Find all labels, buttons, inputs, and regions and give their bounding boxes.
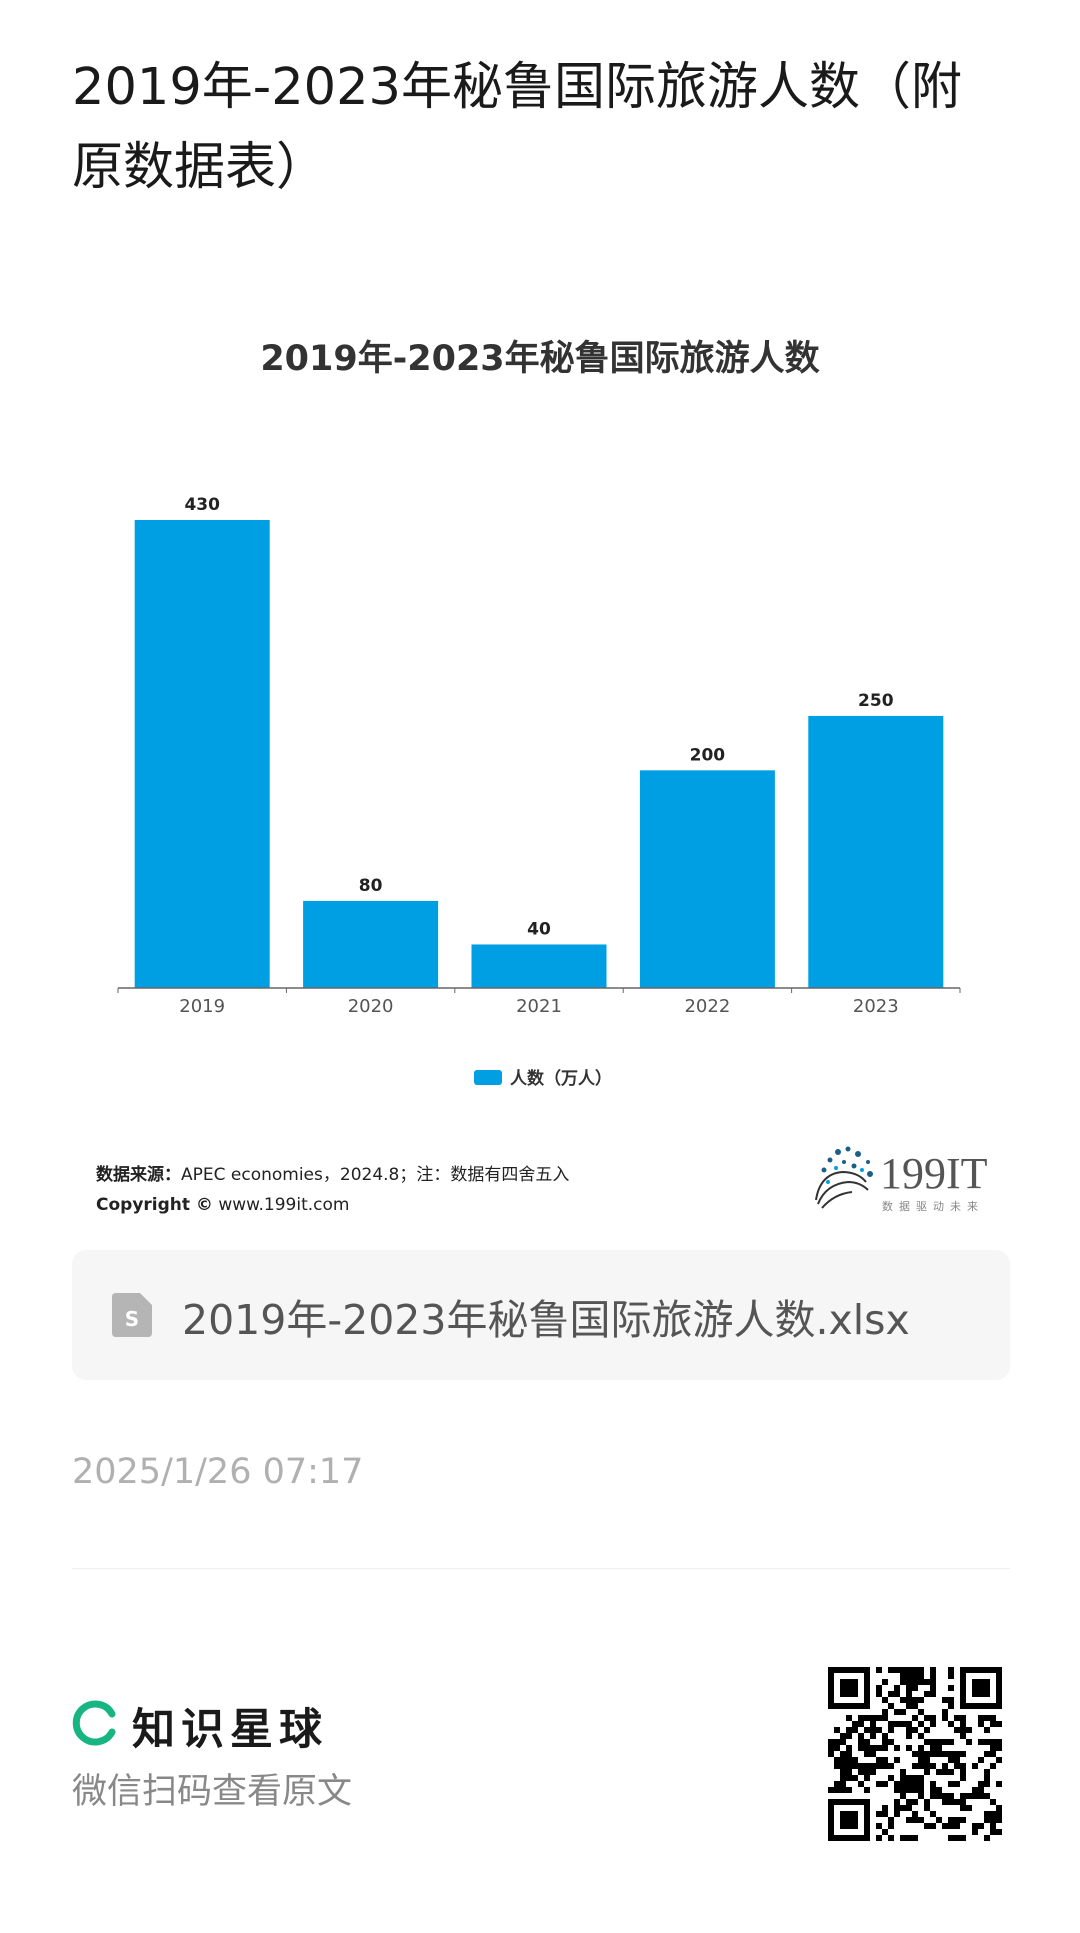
- chart-title: 2019年-2023年秘鲁国际旅游人数: [260, 339, 820, 379]
- x-tick-label-2020: 2020: [348, 996, 394, 1017]
- source-label: 数据来源：: [96, 1165, 181, 1185]
- chart-image: 430 2019 80 2020 40 2021 200 2022 250 2023 人数（万人） …: [72, 300, 1008, 1230]
- copyright-label: Copyright ©: [96, 1195, 213, 1215]
- scan-hint: 微信扫码查看原文: [72, 1772, 353, 1812]
- x-tick-label-2021: 2021: [516, 996, 562, 1017]
- bar-chart: 430 2019 80 2020 40 2021 200 2022 250 2023 人数（万人）: [117, 495, 961, 1089]
- copyright-text: www.199it.com: [212, 1195, 350, 1215]
- data-label-2021: 40: [527, 919, 551, 939]
- qr-code[interactable]: [828, 1667, 1002, 1841]
- bar-2021: [471, 944, 607, 988]
- zhishi-xingqiu-logo-icon: [72, 1700, 116, 1746]
- bar-2019: [134, 520, 270, 988]
- bar-2022: [639, 770, 775, 988]
- data-label-2020: 80: [359, 876, 383, 896]
- svg-text:S: S: [125, 1307, 139, 1331]
- source-text: APEC economies，2024.8；注：数据有四舍五入: [181, 1165, 570, 1185]
- bar-2023: [808, 715, 944, 988]
- post-timestamp: 2025/1/26 07:17: [72, 1452, 364, 1492]
- brand-199it-logo: 199IT 数据驱动未来: [815, 1146, 988, 1213]
- divider: [72, 1568, 1010, 1569]
- x-tick-label-2019: 2019: [179, 996, 225, 1017]
- page-title: 2019年-2023年秘鲁国际旅游人数（附原数据表）: [72, 58, 962, 197]
- bar-2020: [303, 900, 439, 988]
- spreadsheet-file-icon: S: [112, 1293, 152, 1337]
- data-label-2022: 200: [690, 745, 726, 765]
- attachment-card[interactable]: S 2019年-2023年秘鲁国际旅游人数.xlsx: [72, 1250, 1010, 1380]
- footer-brand-name: 知识星球: [132, 1705, 328, 1755]
- data-label-2023: 250: [858, 691, 894, 711]
- legend-label: 人数（万人）: [510, 1068, 612, 1089]
- x-tick-label-2023: 2023: [853, 996, 899, 1017]
- legend-swatch: [474, 1070, 502, 1085]
- brand-name: 199IT: [880, 1149, 988, 1198]
- data-label-2019: 430: [184, 495, 220, 515]
- attachment-file-name[interactable]: 2019年-2023年秘鲁国际旅游人数.xlsx: [182, 1296, 910, 1344]
- x-tick-label-2022: 2022: [684, 996, 730, 1017]
- chart-source: 数据来源：APEC economies，2024.8；注：数据有四舍五入 Cop…: [96, 1160, 569, 1220]
- brand-tagline: 数据驱动未来: [882, 1199, 984, 1213]
